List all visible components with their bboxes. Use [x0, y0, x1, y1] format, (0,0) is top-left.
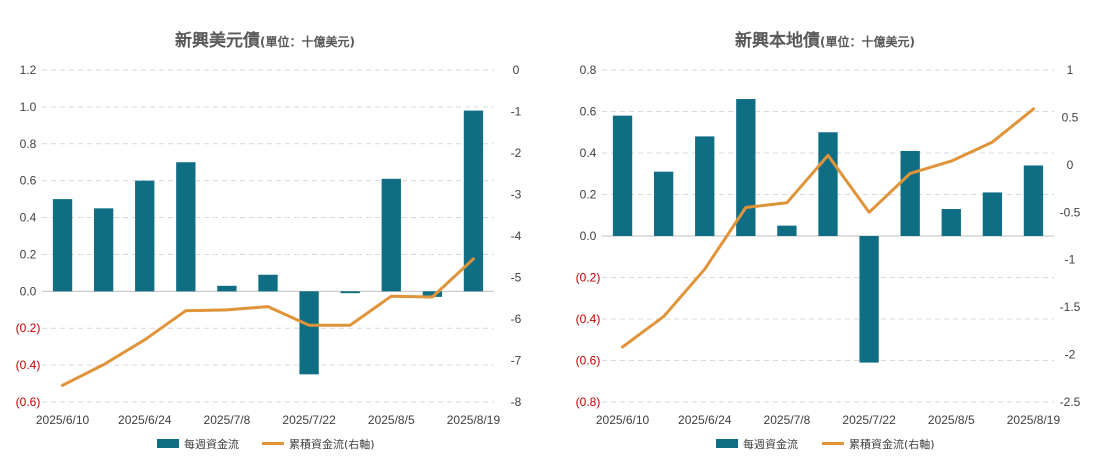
bar — [695, 136, 715, 236]
legend-bar-label: 每週資金流 — [184, 437, 239, 451]
y-tick-label: 0.4 — [20, 211, 37, 225]
y2-tick-label: -1 — [511, 105, 522, 119]
y-tick-label: (0.6) — [576, 354, 601, 368]
bar — [982, 192, 1003, 236]
y-tick-label: 0.2 — [580, 188, 597, 202]
bar — [859, 236, 879, 363]
y2-tick-label: -8 — [511, 395, 522, 409]
chart-title-unit: (單位：十億美元) — [260, 34, 355, 49]
x-tick-label: 2025/7/22 — [282, 413, 336, 427]
bar — [736, 99, 756, 236]
y-tick-label: (0.4) — [16, 358, 41, 372]
y2-tick-label: -6 — [511, 312, 522, 326]
y2-tick-label: -3 — [511, 188, 522, 202]
x-tick-label: 2025/7/22 — [842, 413, 896, 427]
y-tick-label: 0.4 — [580, 146, 597, 160]
chart-1: 新興美元債(單位：十億美元) 1.2 1.0 0.8 0.6 0.4 0.2 0.0 (0.2)… — [16, 30, 522, 451]
bar — [463, 110, 484, 292]
y2-tick-label: -1 — [1065, 253, 1076, 267]
bar — [135, 180, 155, 292]
chart-title-main: 新興美元債 — [175, 30, 260, 51]
y-tick-label: (0.2) — [16, 321, 41, 335]
bar — [1023, 165, 1044, 236]
legend-line-label: 累積資金流(右軸) — [849, 437, 935, 451]
y-tick-label: 0.2 — [20, 247, 37, 261]
x-tick-label: 2025/7/8 — [204, 413, 251, 427]
y-tick-label: (0.2) — [576, 271, 601, 285]
bar — [818, 132, 838, 236]
y2-tick-label: -1.5 — [1060, 300, 1081, 314]
y2-tick-label: -5 — [511, 271, 522, 285]
x-tick-label: 2025/6/10 — [596, 413, 650, 427]
y-tick-label: 1.2 — [20, 63, 37, 77]
y-tick-label: (0.4) — [576, 312, 601, 326]
x-tick-label: 2025/8/19 — [447, 413, 501, 427]
bar — [653, 171, 674, 236]
y2-tick-label: 0 — [1067, 158, 1074, 172]
chart-title: 新興本地債(單位：十億美元) — [735, 30, 915, 51]
legend-line-label: 累積資金流(右軸) — [289, 437, 375, 451]
chart-2: 新興本地債(單位：十億美元) 0.8 0.6 0.4 0.2 0.0 (0.2) (0.4) (… — [576, 30, 1081, 451]
y-tick-label: (0.8) — [576, 395, 601, 409]
chart-title: 新興美元債(單位：十億美元) — [175, 30, 355, 51]
cumulative-line — [61, 257, 475, 387]
chart-title-unit: (單位：十億美元) — [820, 34, 915, 49]
cumulative-line — [621, 107, 1035, 349]
y2-tick-label: 0.5 — [1062, 110, 1079, 124]
legend-bar-swatch — [157, 439, 179, 448]
legend-bar-swatch — [716, 439, 738, 448]
y-tick-label: 0.6 — [580, 105, 597, 119]
x-tick-label: 2025/6/24 — [118, 413, 172, 427]
bar — [422, 291, 443, 297]
legend-bar-label: 每週資金流 — [743, 437, 798, 451]
y-tick-label: 1.0 — [20, 100, 37, 114]
bar — [340, 291, 360, 294]
bar — [176, 162, 196, 292]
y2-tick-label: -2 — [1065, 348, 1076, 362]
y2-tick-label: -2 — [511, 146, 522, 160]
bar — [93, 208, 114, 292]
y-tick-label: 0.6 — [20, 174, 37, 188]
bar — [299, 291, 319, 375]
bar — [900, 150, 920, 236]
bar — [381, 178, 401, 292]
bar — [941, 209, 961, 236]
x-tick-label: 2025/8/5 — [928, 413, 975, 427]
y2-tick-label: -2.5 — [1060, 395, 1081, 409]
x-tick-label: 2025/7/8 — [764, 413, 811, 427]
y-tick-label: (0.6) — [16, 395, 41, 409]
y2-tick-label: -0.5 — [1060, 205, 1081, 219]
y2-tick-label: -7 — [511, 354, 522, 368]
y-tick-label: 0.0 — [20, 284, 37, 298]
x-tick-label: 2025/8/19 — [1007, 413, 1061, 427]
y-tick-label: 0.8 — [20, 137, 37, 151]
bar — [777, 225, 797, 236]
bar — [52, 199, 73, 292]
y2-tick-label: 1 — [1067, 63, 1074, 77]
y2-tick-label: -4 — [511, 229, 522, 243]
bar — [258, 274, 278, 292]
bar — [612, 115, 633, 236]
x-tick-label: 2025/8/5 — [368, 413, 415, 427]
bar — [217, 285, 237, 292]
y-tick-label: 0.0 — [580, 229, 597, 243]
chart-title-main: 新興本地債 — [735, 30, 820, 51]
y2-tick-label: 0 — [513, 63, 520, 77]
x-tick-label: 2025/6/10 — [36, 413, 90, 427]
y-tick-label: 0.8 — [580, 63, 597, 77]
x-tick-label: 2025/6/24 — [678, 413, 732, 427]
